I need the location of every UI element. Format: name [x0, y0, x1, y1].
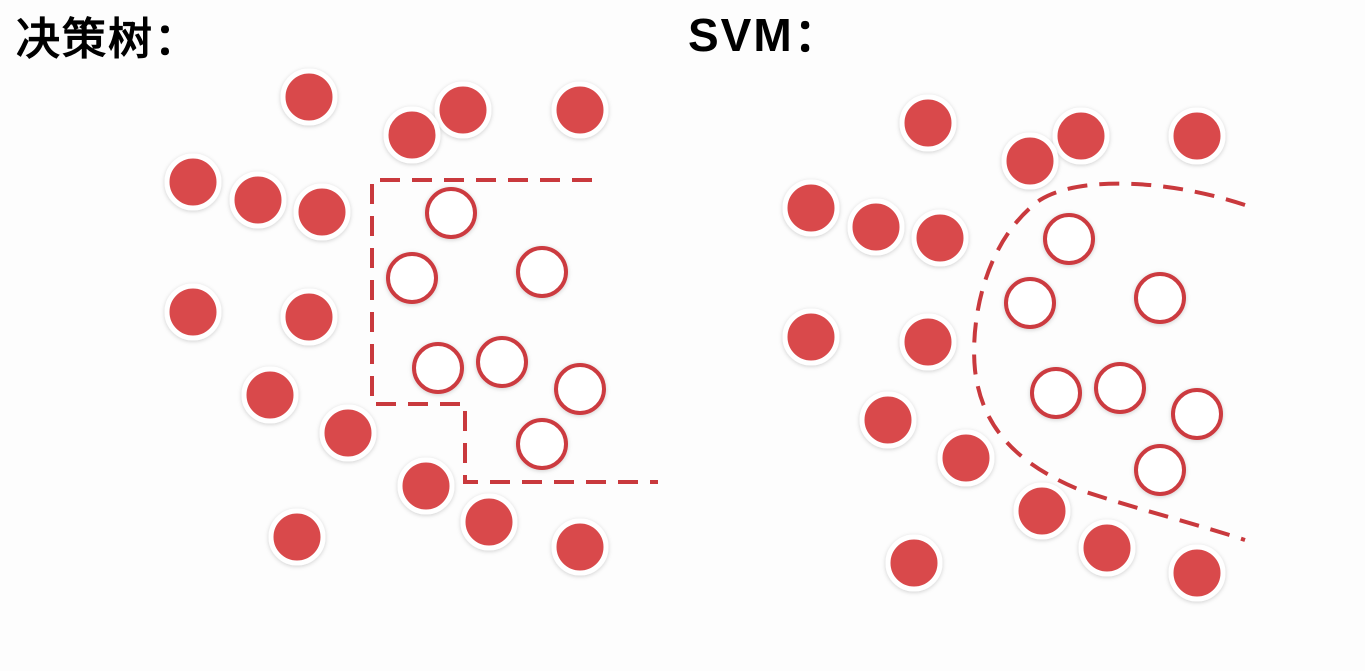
filled-point: [899, 313, 957, 371]
decision-tree-hollow-points: [386, 187, 606, 470]
svm-panel: [782, 94, 1246, 602]
filled-point: [229, 171, 287, 229]
hollow-point: [516, 246, 568, 298]
hollow-point: [386, 252, 438, 304]
hollow-point: [1043, 213, 1095, 265]
filled-point: [937, 429, 995, 487]
filled-point: [911, 209, 969, 267]
svm-hollow-points: [1004, 213, 1223, 496]
svm-filled-points: [782, 94, 1226, 602]
filled-point: [1013, 482, 1071, 540]
hollow-point: [554, 363, 606, 415]
hollow-point: [1171, 388, 1223, 440]
filled-point: [268, 508, 326, 566]
filled-point: [280, 68, 338, 126]
filled-point: [164, 153, 222, 211]
filled-point: [551, 518, 609, 576]
filled-point: [397, 457, 455, 515]
filled-point: [859, 391, 917, 449]
hollow-point: [412, 342, 464, 394]
hollow-point: [1030, 367, 1082, 419]
filled-point: [319, 404, 377, 462]
filled-point: [241, 366, 299, 424]
filled-point: [1052, 107, 1110, 165]
filled-point: [460, 493, 518, 551]
svm-title: SVM：: [688, 9, 842, 61]
filled-point: [1078, 519, 1136, 577]
filled-point: [383, 106, 441, 164]
filled-point: [434, 81, 492, 139]
filled-point: [847, 198, 905, 256]
filled-point: [1001, 132, 1059, 190]
filled-point: [551, 81, 609, 139]
filled-point: [782, 308, 840, 366]
filled-point: [1168, 544, 1226, 602]
hollow-point: [476, 336, 528, 388]
decision-tree-filled-points: [164, 68, 609, 576]
filled-point: [899, 94, 957, 152]
decision-tree-panel: [164, 68, 658, 576]
filled-point: [782, 179, 840, 237]
hollow-point: [1134, 444, 1186, 496]
filled-point: [293, 183, 351, 241]
hollow-point: [1134, 272, 1186, 324]
decision-tree-boundary: [370, 178, 658, 484]
decision-tree-title: 决策树：: [16, 14, 200, 65]
svm-boundary: [972, 181, 1246, 542]
filled-point: [164, 283, 222, 341]
hollow-point: [1094, 362, 1146, 414]
hollow-point: [425, 187, 477, 239]
filled-point: [885, 534, 943, 592]
filled-point: [1168, 107, 1226, 165]
filled-point: [280, 288, 338, 346]
hollow-point: [516, 418, 568, 470]
hollow-point: [1004, 277, 1056, 329]
